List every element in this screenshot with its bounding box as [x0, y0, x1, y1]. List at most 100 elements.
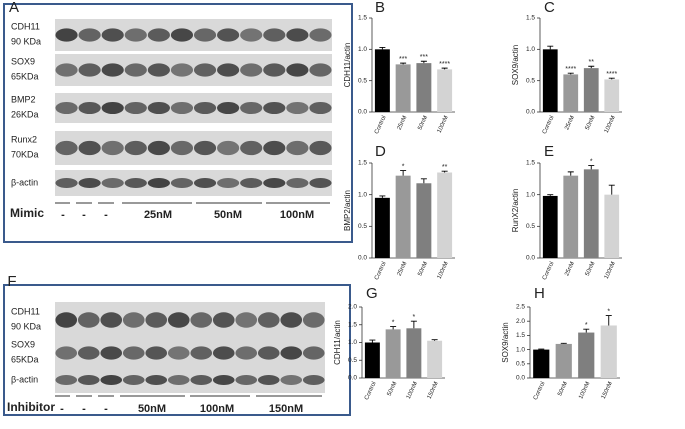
y-tick-label: 1.5	[526, 160, 535, 167]
band	[55, 28, 78, 42]
y-tick-label: 0.0	[358, 255, 367, 262]
band	[217, 178, 240, 188]
band	[55, 375, 78, 385]
band	[257, 312, 280, 328]
size-label: 70KDa	[11, 149, 39, 159]
panel-frame	[3, 3, 353, 243]
blot-strip	[55, 170, 332, 196]
band	[170, 63, 194, 77]
panel-letter: D	[375, 143, 386, 160]
band	[167, 375, 190, 385]
error-bar	[608, 77, 615, 80]
significance: **	[589, 59, 595, 66]
bar	[542, 195, 558, 258]
x-tick-label: 50nM	[417, 261, 429, 277]
band	[193, 140, 217, 156]
blot-strip	[55, 302, 325, 338]
y-axis-label: CDH11/actin	[343, 43, 352, 88]
band	[170, 140, 194, 156]
error-bar	[441, 67, 448, 70]
y-tick-label: 1.0	[516, 346, 525, 353]
group-label: 50nM	[214, 209, 242, 221]
significance: ****	[606, 71, 617, 78]
error-bar	[588, 65, 595, 69]
band	[124, 101, 147, 115]
group-label: -	[104, 403, 108, 415]
bar	[542, 49, 558, 112]
band	[302, 312, 325, 328]
bar	[563, 175, 579, 258]
band	[100, 312, 123, 328]
x-tick-label: 100nM	[604, 115, 617, 134]
band	[217, 101, 240, 115]
band	[217, 28, 240, 42]
y-tick-label: 0.0	[526, 255, 535, 262]
band	[145, 346, 168, 360]
band	[286, 63, 309, 77]
x-tick-label: 50nM	[557, 381, 569, 397]
y-tick-label: 0.5	[526, 223, 535, 230]
bar	[374, 197, 390, 258]
band	[147, 28, 170, 42]
band	[124, 140, 147, 156]
band	[309, 101, 332, 115]
error-bar	[538, 348, 545, 350]
band	[263, 63, 286, 77]
band	[78, 63, 101, 77]
bar	[600, 325, 617, 378]
blot-strip	[55, 367, 325, 393]
y-tick-label: 1.5	[526, 15, 535, 22]
y-tick-label: 1.0	[526, 46, 535, 53]
blot-strip	[55, 337, 325, 369]
panel-letter: F	[7, 273, 16, 290]
band	[124, 178, 147, 188]
error-bar	[400, 62, 407, 65]
panel-letter: H	[534, 285, 545, 302]
band	[122, 346, 145, 360]
y-tick-label: 1.0	[348, 339, 357, 346]
band	[302, 375, 325, 385]
significance: *	[413, 314, 416, 321]
error-bar	[379, 47, 386, 50]
panel-letter: B	[375, 0, 385, 16]
significance: *	[402, 163, 405, 170]
band	[193, 101, 217, 115]
x-tick-label: 100nM	[437, 261, 450, 280]
band	[240, 28, 263, 42]
panel-letter: E	[544, 143, 554, 160]
size-label: 26KDa	[11, 109, 39, 119]
x-tick-label: 50nM	[585, 261, 597, 277]
x-tick-label: 25nM	[397, 115, 409, 131]
x-tick-label: Control	[374, 115, 388, 135]
band	[286, 101, 309, 115]
significance: *	[392, 319, 395, 326]
band	[190, 375, 213, 385]
significance: *	[607, 308, 610, 315]
panel-letter: C	[544, 0, 555, 16]
x-tick-label: 50nM	[585, 115, 597, 131]
y-tick-label: 2.0	[348, 304, 357, 311]
band	[309, 140, 332, 156]
x-tick-label: 150nM	[601, 381, 614, 400]
size-label: 65KDa	[11, 354, 39, 364]
x-tick-label: 50nM	[417, 115, 429, 131]
bar	[416, 183, 432, 258]
protein-label: CDH11	[11, 21, 40, 31]
group-label: 25nM	[144, 209, 172, 221]
size-label: 90 KDa	[11, 321, 41, 331]
x-tick-label: Control	[533, 381, 547, 401]
band	[55, 101, 78, 115]
band	[212, 312, 235, 328]
y-tick-label: 0.5	[358, 223, 367, 230]
significance: *	[590, 158, 593, 165]
bar	[583, 68, 599, 112]
band	[263, 140, 286, 156]
protein-label: SOX9	[11, 339, 35, 349]
band	[170, 101, 194, 115]
band	[190, 346, 213, 360]
bar	[583, 169, 599, 258]
band	[212, 375, 235, 385]
treatment-label: Inhibitor	[7, 400, 55, 414]
band	[55, 312, 78, 328]
band	[286, 140, 309, 156]
